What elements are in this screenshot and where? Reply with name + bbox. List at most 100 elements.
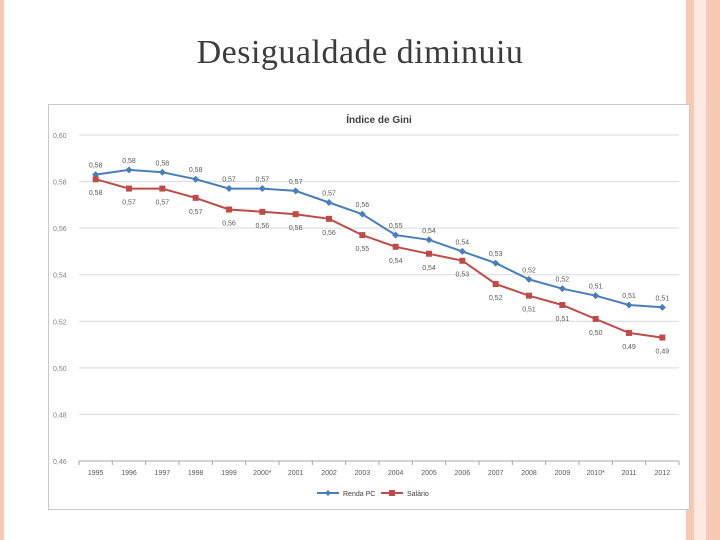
y-tick-label: 0,46 xyxy=(53,459,67,466)
data-label: 0,57 xyxy=(189,209,203,216)
data-label: 0,58 xyxy=(189,167,203,174)
data-point-renda-pc xyxy=(192,175,200,183)
data-point-salario xyxy=(92,176,99,183)
data-label: 0,52 xyxy=(556,277,570,284)
data-point-salario xyxy=(192,194,199,201)
data-label: 0,52 xyxy=(522,267,536,274)
slide-title: Desigualdade diminuiu xyxy=(196,34,524,71)
data-label: 0,58 xyxy=(122,158,136,165)
data-label: 0,51 xyxy=(522,307,536,314)
x-tick-label: 2010* xyxy=(587,470,606,477)
data-point-salario xyxy=(426,250,432,257)
data-label: 0,58 xyxy=(156,160,170,167)
data-point-salario xyxy=(126,185,132,192)
x-tick-label: 2005 xyxy=(421,470,437,477)
y-tick-label: 0,52 xyxy=(53,319,67,326)
data-label: 0,57 xyxy=(289,179,303,186)
gini-line-chart: Índice de Gini 0,46 0,48 0,50 0,52 0,54 0,56 0,… xyxy=(53,113,680,498)
data-label: 0,52 xyxy=(489,295,503,302)
data-point-salario xyxy=(592,315,599,322)
data-point-salario xyxy=(326,215,332,222)
data-point-renda-pc xyxy=(525,275,533,283)
data-point-renda-pc xyxy=(558,285,566,293)
x-tick-label: 1998 xyxy=(188,470,204,477)
y-tick-label: 0,48 xyxy=(53,412,67,419)
data-label: 0,53 xyxy=(456,272,470,279)
data-point-salario xyxy=(626,329,632,336)
data-point-renda-pc xyxy=(225,185,233,193)
chart-title: Índice de Gini xyxy=(346,113,412,126)
data-point-salario xyxy=(559,301,566,308)
series-line-salario xyxy=(95,178,663,339)
data-label: 0,55 xyxy=(389,223,403,230)
data-label: 0,57 xyxy=(156,200,170,207)
data-label: 0,49 xyxy=(622,344,636,351)
data-label: 0,51 xyxy=(622,293,636,300)
x-tick-label: 1999 xyxy=(221,470,237,477)
data-point-salario xyxy=(226,206,232,213)
x-tick-label: 1996 xyxy=(121,470,137,477)
data-point-salario xyxy=(259,208,266,215)
slide-border-left xyxy=(0,0,4,540)
chart-frame: Índice de Gini 0,46 0,48 0,50 0,52 0,54 0,56 0,… xyxy=(48,104,690,510)
data-point-salario xyxy=(659,334,666,341)
data-label: 0,55 xyxy=(356,246,370,253)
data-point-salario xyxy=(359,232,366,239)
data-point-salario xyxy=(526,292,532,299)
data-label: 0,56 xyxy=(256,223,270,230)
data-label: 0,53 xyxy=(489,251,503,258)
data-point-renda-pc xyxy=(358,210,366,218)
x-tick-label: 2001 xyxy=(288,470,304,477)
data-point-salario xyxy=(492,281,499,288)
data-point-salario xyxy=(392,243,399,250)
y-tick-label: 0,56 xyxy=(53,226,67,233)
data-point-renda-pc xyxy=(125,166,133,174)
x-tick-label: 1997 xyxy=(155,470,171,477)
data-point-renda-pc xyxy=(92,171,100,179)
data-point-renda-pc xyxy=(658,303,666,311)
x-tick-label: 2008 xyxy=(521,470,537,477)
data-label: 0,56 xyxy=(289,225,303,232)
data-point-renda-pc xyxy=(492,259,500,267)
x-tick-label: 1995 xyxy=(88,470,104,477)
series-line-renda-pc xyxy=(95,168,663,309)
data-label: 0,49 xyxy=(656,349,670,356)
legend-label-renda-pc: Renda PC xyxy=(343,491,375,498)
data-label: 0,57 xyxy=(322,191,336,198)
y-tick-label: 0,60 xyxy=(53,133,67,140)
data-label: 0,50 xyxy=(589,330,603,337)
data-point-salario xyxy=(292,211,299,218)
x-tick-label: 2011 xyxy=(621,470,636,477)
data-label: 0,51 xyxy=(556,316,570,323)
data-point-renda-pc xyxy=(392,231,400,239)
data-point-renda-pc xyxy=(592,292,600,300)
data-point-salario xyxy=(159,185,166,192)
data-label: 0,54 xyxy=(389,258,403,265)
y-tick-label: 0,58 xyxy=(53,180,67,187)
data-point-renda-pc xyxy=(325,199,333,207)
data-label: 0,54 xyxy=(422,228,436,235)
data-label: 0,57 xyxy=(122,200,136,207)
x-tick-label: 2002 xyxy=(321,470,337,477)
data-point-renda-pc xyxy=(425,236,433,244)
data-point-renda-pc xyxy=(458,247,466,255)
legend-marker-salario xyxy=(389,490,395,496)
data-label: 0,54 xyxy=(422,265,436,272)
y-tick-label: 0,50 xyxy=(53,366,67,373)
data-label: 0,58 xyxy=(89,190,103,197)
data-label: 0,57 xyxy=(256,177,270,184)
legend-label-salario: Salário xyxy=(407,491,429,498)
x-tick-label: 2009 xyxy=(555,470,571,477)
data-label: 0,56 xyxy=(322,230,336,237)
legend-marker-renda-pc xyxy=(325,490,331,496)
data-point-renda-pc xyxy=(158,168,166,176)
data-label: 0,56 xyxy=(222,221,236,228)
slide-border-right xyxy=(686,0,720,540)
data-point-renda-pc xyxy=(625,301,633,309)
x-tick-label: 2012 xyxy=(655,470,671,477)
data-label: 0,54 xyxy=(456,239,470,246)
data-label: 0,56 xyxy=(356,202,370,209)
data-label: 0,58 xyxy=(89,163,103,170)
x-tick-label: 2003 xyxy=(355,470,371,477)
x-tick-label: 2007 xyxy=(488,470,504,477)
